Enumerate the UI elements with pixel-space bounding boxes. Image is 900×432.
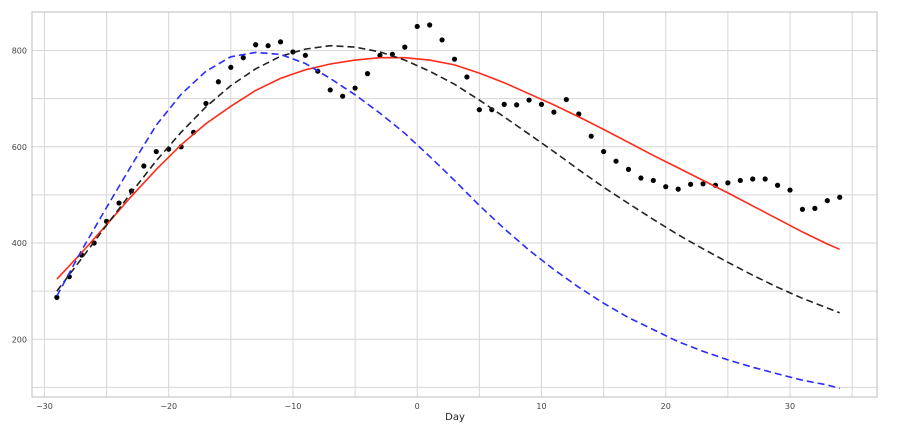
data-point xyxy=(290,49,296,55)
data-point xyxy=(563,96,569,103)
series-layer xyxy=(54,22,843,390)
data-point xyxy=(613,158,619,164)
data-point xyxy=(650,177,656,184)
x-tick-label: 0 xyxy=(415,402,420,411)
data-point xyxy=(476,107,482,113)
data-point xyxy=(538,101,545,107)
x-tick-label: −30 xyxy=(36,402,53,411)
data-point xyxy=(340,93,346,99)
data-point xyxy=(414,23,420,30)
x-tick-label: −10 xyxy=(285,402,302,411)
x-tick-label: 30 xyxy=(785,402,795,411)
data-point xyxy=(700,181,706,187)
data-point xyxy=(327,87,333,93)
data-point xyxy=(526,97,532,103)
data-point xyxy=(402,44,408,50)
y-tick-label: 600 xyxy=(12,143,27,152)
x-axis-title: Day xyxy=(445,412,465,423)
data-point xyxy=(725,180,731,186)
data-point xyxy=(774,182,781,188)
data-point xyxy=(675,186,681,192)
data-point xyxy=(688,181,694,187)
data-point xyxy=(352,85,358,91)
x-tick-label: −20 xyxy=(160,402,177,411)
fit-line-1 xyxy=(56,56,841,280)
data-point xyxy=(464,74,470,80)
data-point xyxy=(576,111,582,117)
data-point xyxy=(501,101,507,107)
data-point xyxy=(601,148,607,155)
x-tick-label: 20 xyxy=(661,402,671,411)
data-point xyxy=(302,52,308,58)
data-point xyxy=(240,55,246,61)
fit-line-2 xyxy=(56,44,840,314)
grid xyxy=(32,12,877,397)
data-point xyxy=(364,71,371,77)
data-point xyxy=(377,52,383,58)
x-tick-label: 10 xyxy=(536,402,546,411)
data-point xyxy=(837,194,843,200)
data-point xyxy=(812,205,818,211)
y-tick-label: 400 xyxy=(12,239,27,248)
data-point xyxy=(215,79,221,85)
data-point xyxy=(265,43,271,49)
data-point xyxy=(625,166,632,172)
data-point xyxy=(54,294,60,300)
data-point xyxy=(824,198,830,204)
data-point xyxy=(638,175,644,181)
data-point xyxy=(228,64,234,70)
data-point xyxy=(439,37,445,43)
fit-line-3 xyxy=(56,51,840,390)
data-point xyxy=(787,187,793,193)
data-point xyxy=(427,22,433,28)
data-point xyxy=(277,39,284,45)
data-point xyxy=(588,133,594,139)
data-point xyxy=(799,206,806,212)
y-tick-label: 800 xyxy=(12,47,27,56)
data-point xyxy=(551,109,557,115)
plot-frame xyxy=(31,11,878,398)
data-point xyxy=(737,177,743,184)
data-point xyxy=(451,56,458,62)
data-point xyxy=(663,184,669,190)
data-point xyxy=(203,100,209,107)
data-point xyxy=(514,102,520,108)
data-point xyxy=(116,200,122,206)
axes: −30 −20 −10 0 10 20 30 200 400 600 800 xyxy=(12,47,795,412)
data-point xyxy=(153,148,159,155)
data-point xyxy=(762,176,768,182)
data-point xyxy=(253,42,259,48)
y-tick-label: 200 xyxy=(12,335,27,344)
data-point xyxy=(750,176,756,182)
data-point xyxy=(141,163,147,169)
